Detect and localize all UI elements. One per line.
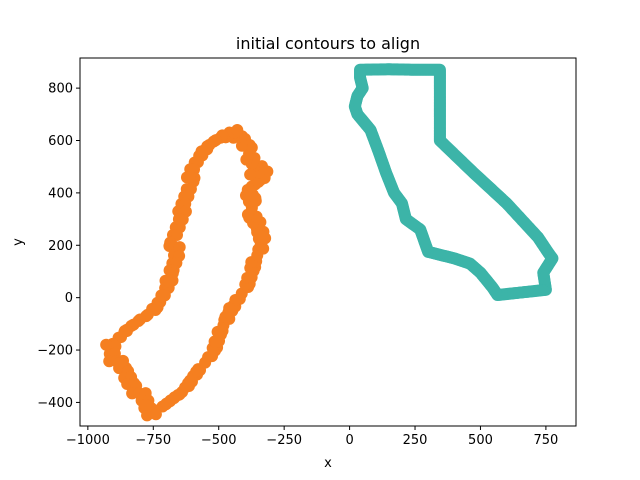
plot-area [100,63,559,422]
x-tick-label: 500 [468,433,493,448]
series-0-point [354,65,367,78]
series-0 [348,63,559,302]
x-tick-label: 250 [403,433,428,448]
x-tick-label: 0 [345,433,353,448]
x-tick-label: −1000 [66,433,110,448]
series-1 [100,123,274,422]
x-axis: −1000 −750 −500 −250 0 250 500 750 [66,426,558,448]
series-1-point [197,144,210,157]
x-axis-label: x [324,456,332,471]
x-tick-label: −750 [135,433,171,448]
series-1-point [231,123,244,136]
x-tick-label: −500 [201,433,237,448]
axes-frame [79,57,577,427]
series-1-point [113,357,126,370]
series-1-point [162,275,175,288]
series-1-point [257,231,270,244]
y-axis-label: y [11,238,26,246]
y-tick-label: 800 [48,82,73,97]
series-1-point [149,408,162,421]
series-1-point [100,338,113,351]
series-1-point [244,168,257,181]
series-1-point [249,192,262,205]
y-tick-label: 200 [48,239,73,254]
y-tick-label: −400 [37,396,73,411]
y-axis: −400 −200 0 200 400 600 800 [37,82,80,411]
series-1-point [173,213,186,226]
series-1-point [173,388,186,401]
y-tick-label: 400 [48,186,73,201]
x-tick-label: −250 [266,433,302,448]
x-tick-label: 750 [533,433,558,448]
y-tick-label: −200 [37,344,73,359]
series-1-point [191,364,204,377]
series-1-point [244,270,257,283]
series-1-point [115,331,128,344]
chart-title: initial contours to align [236,34,420,53]
series-1-point [210,336,223,349]
series-1-point [139,399,152,412]
series-1-point [183,171,196,184]
series-1-point [223,302,236,315]
y-tick-label: 600 [48,134,73,149]
y-tick-label: 0 [65,291,73,306]
